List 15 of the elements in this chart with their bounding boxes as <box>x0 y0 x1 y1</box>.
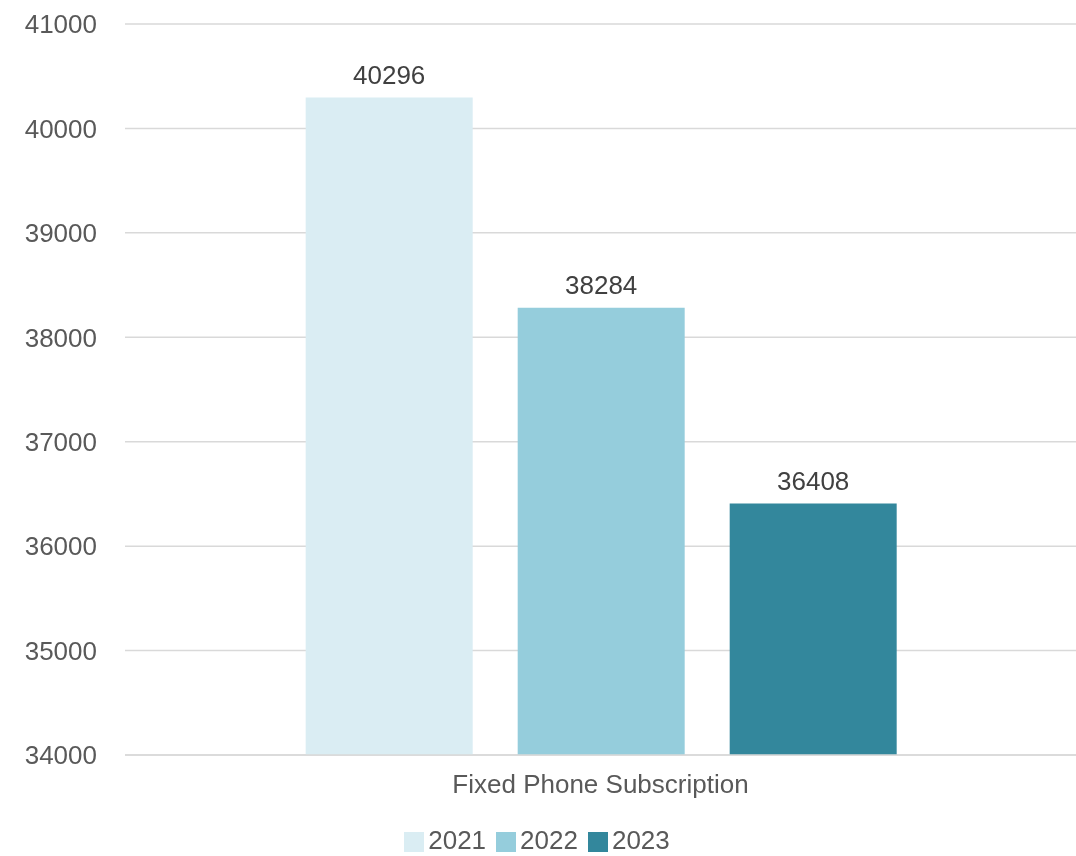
y-tick-label: 40000 <box>24 113 97 144</box>
y-tick-label: 35000 <box>24 635 97 666</box>
y-tick-label: 39000 <box>24 218 97 249</box>
data-label: 40296 <box>353 59 426 90</box>
y-tick-label: 34000 <box>24 740 97 771</box>
data-label: 38284 <box>565 269 638 300</box>
y-tick-label: 37000 <box>24 426 97 457</box>
data-label: 36408 <box>777 465 850 496</box>
legend-label: 2021 <box>428 825 487 855</box>
y-tick-label: 36000 <box>24 531 97 562</box>
legend-label: 2023 <box>611 825 670 855</box>
y-tick-label: 41000 <box>24 9 97 40</box>
legend-label: 2022 <box>520 825 578 855</box>
x-tick-label: Fixed Phone Subscription <box>452 769 749 800</box>
y-tick-label: 38000 <box>24 322 97 353</box>
